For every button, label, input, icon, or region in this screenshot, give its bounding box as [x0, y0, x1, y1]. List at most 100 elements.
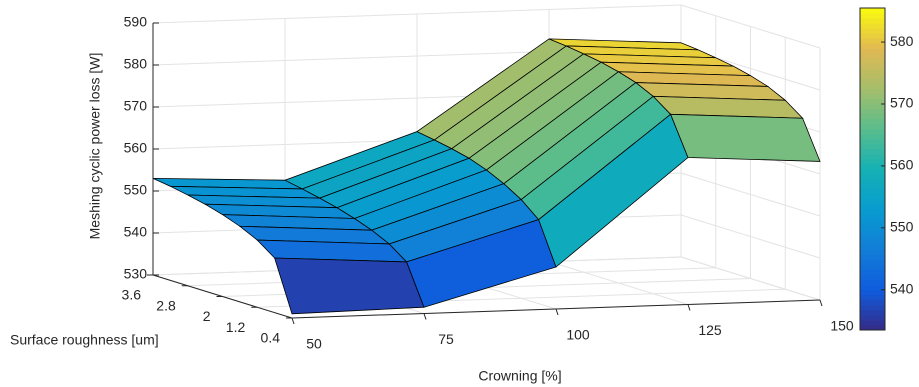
colorbar-swatch	[860, 98, 885, 105]
grid-line	[680, 4, 821, 49]
z-tick-label: 590	[124, 14, 148, 30]
grid-line	[680, 256, 821, 301]
colorbar-swatch	[860, 103, 885, 110]
colorbar-swatch	[860, 158, 885, 165]
colorbar-swatch	[860, 108, 885, 115]
colorbar-swatch	[860, 58, 885, 64]
colorbar-swatch	[860, 53, 885, 59]
x-tick-label: 125	[698, 322, 722, 338]
colorbar-swatch	[860, 324, 885, 331]
colorbar-swatch	[860, 304, 885, 311]
colorbar-swatch	[860, 73, 885, 79]
colorbar-swatch	[860, 319, 885, 326]
grid-line	[152, 4, 682, 24]
colorbar-swatch	[860, 153, 885, 160]
colorbar-swatch	[860, 299, 885, 306]
colorbar-swatch	[860, 269, 885, 276]
y-axis-label: Surface roughness [um]	[10, 332, 159, 348]
colorbar-swatch	[860, 28, 885, 34]
x-tick	[423, 313, 427, 320]
colorbar-swatch	[860, 83, 885, 89]
colorbar-swatch	[860, 48, 885, 54]
colorbar-swatch	[860, 274, 885, 281]
colorbar-swatch	[860, 244, 885, 250]
z-axis-label: Meshing cyclic power loss [W]	[87, 53, 103, 240]
colorbar-swatch	[860, 289, 885, 296]
colorbar-swatch	[860, 163, 885, 170]
z-tick-label: 580	[124, 56, 148, 72]
y-tick-label: 3.6	[122, 287, 142, 303]
z-tick-label: 570	[124, 98, 148, 114]
colorbar-swatch	[860, 13, 885, 19]
colorbar-tick-label: 560	[890, 157, 914, 173]
colorbar-swatch	[860, 264, 885, 271]
grid-line	[680, 172, 821, 217]
colorbar-swatch	[860, 204, 885, 210]
colorbar-swatch	[860, 18, 885, 24]
x-tick-label: 50	[306, 336, 322, 352]
colorbar-swatch	[860, 184, 885, 190]
colorbar-swatch	[860, 138, 885, 145]
colorbar-swatch	[860, 33, 885, 39]
z-tick-label: 530	[124, 266, 148, 282]
colorbar-tick-label: 550	[890, 219, 914, 235]
colorbar-swatch	[860, 133, 885, 140]
colorbar-swatch	[860, 284, 885, 291]
colorbar-swatch	[860, 279, 885, 286]
x-tick	[291, 317, 295, 325]
surface-face	[274, 257, 425, 315]
colorbar-swatch	[860, 229, 885, 235]
z-tick-label: 540	[124, 224, 148, 240]
colorbar-swatch	[860, 224, 885, 230]
y-tick-label: 0.4	[261, 330, 281, 346]
colorbar-swatch	[860, 118, 885, 125]
x-tick-label: 100	[566, 327, 590, 343]
colorbar-swatch	[860, 128, 885, 135]
x-tick-label: 75	[438, 331, 454, 347]
colorbar-swatch	[860, 294, 885, 301]
y-tick-label: 1.2	[226, 319, 246, 335]
colorbar-swatch	[860, 179, 885, 185]
surface-face	[670, 113, 821, 162]
colorbar-swatch	[860, 63, 885, 69]
colorbar-swatch	[860, 78, 885, 84]
colorbar-frame	[859, 7, 886, 331]
x-tick	[687, 304, 691, 311]
colorbar-swatch	[860, 214, 885, 220]
colorbar-swatch	[860, 254, 885, 261]
colorbar-swatch	[860, 23, 885, 29]
colorbar-swatch	[860, 309, 885, 316]
z-tick-label: 560	[124, 140, 148, 156]
x-tick	[555, 308, 559, 316]
colorbar-swatch	[860, 68, 885, 74]
colorbar-swatch	[860, 169, 885, 175]
colorbar-swatch	[860, 249, 885, 256]
colorbar-swatch	[860, 234, 885, 240]
colorbar-swatch	[860, 88, 885, 95]
colorbar-tick-label: 540	[890, 280, 914, 296]
colorbar-swatch	[860, 219, 885, 225]
colorbar-swatch	[860, 189, 885, 195]
colorbar-tick-label: 570	[890, 95, 914, 111]
x-tick	[819, 299, 823, 307]
colorbar-swatch	[860, 209, 885, 215]
colorbar-swatch	[860, 43, 885, 49]
x-axis-label: Crowning [%]	[478, 368, 561, 384]
colorbar-swatch	[860, 259, 885, 266]
colorbar-tick-label: 580	[890, 33, 914, 49]
colorbar-swatch	[860, 199, 885, 205]
colorbar-swatch	[860, 113, 885, 120]
x-tick-label: 150	[830, 318, 854, 334]
y-tick-label: 2	[203, 308, 211, 324]
colorbar-swatch	[860, 314, 885, 321]
colorbar-swatch	[860, 174, 885, 180]
z-tick-label: 550	[124, 182, 148, 198]
colorbar-swatch	[860, 8, 885, 14]
colorbar-swatch	[860, 143, 885, 150]
colorbar-swatch	[860, 93, 885, 100]
colorbar-swatch	[860, 239, 885, 245]
colorbar-swatch	[860, 123, 885, 130]
y-tick-label: 2.8	[156, 297, 176, 313]
grid-line	[680, 214, 821, 259]
